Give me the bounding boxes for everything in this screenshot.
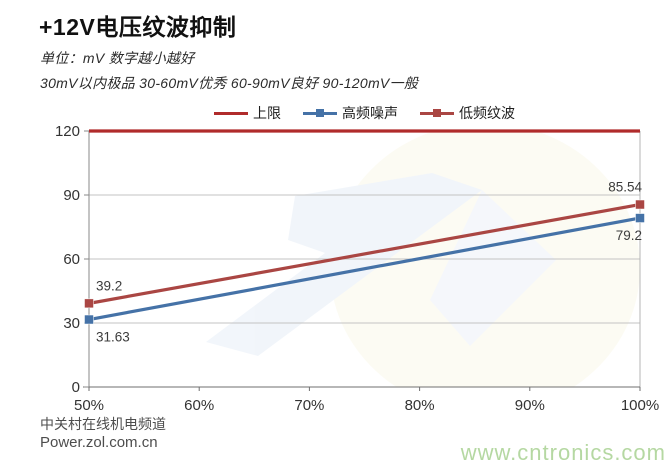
x-tick-label-80: 80% — [405, 397, 435, 414]
legend: 上限 高频噪声 低频纹波 — [89, 103, 640, 123]
series-line-1 — [88, 216, 641, 322]
site-watermark: www.cntronics.com — [460, 440, 666, 465]
data-point-marker — [84, 298, 94, 309]
data-point-label: 79.2 — [616, 228, 642, 243]
line-chart: 0 30 60 90 120 50% 60% 70% 80% 90% 100% 31.63 79.2 39… — [55, 123, 659, 414]
x-tick-label-100: 100% — [621, 397, 659, 414]
y-tick-label-60: 60 — [63, 251, 80, 268]
legend-line-icon — [214, 111, 248, 115]
legend-label: 高频噪声 — [342, 105, 398, 121]
legend-item-2: 低频纹波 — [420, 103, 515, 123]
legend-marker-icon — [316, 109, 324, 117]
y-tick-label-120: 120 — [55, 123, 80, 140]
chart-title: +12V电压纹波抑制 — [39, 14, 237, 40]
data-point-marker — [635, 213, 645, 223]
legend-item-0: 上限 — [214, 103, 281, 123]
legend-line-icon — [303, 109, 337, 117]
chart-subtitle-scale: 30mV以内极品 30-60mV优秀 60-90mV良好 90-120mV一般 — [40, 75, 419, 91]
footer-channel: 中关村在线机电频道 — [40, 416, 166, 432]
legend-label: 上限 — [253, 105, 281, 121]
data-point-label: 85.54 — [608, 180, 642, 195]
footer-site: Power.zol.com.cn — [40, 434, 158, 451]
legend-item-1: 高频噪声 — [303, 103, 398, 123]
y-tick-label-90: 90 — [63, 187, 80, 204]
chart-subtitle-unit: 单位：mV 数字越小越好 — [40, 50, 195, 66]
x-tick-label-60: 60% — [184, 397, 214, 414]
x-tick-label-50: 50% — [74, 397, 104, 414]
legend-marker-icon — [433, 109, 441, 117]
y-tick-label-30: 30 — [63, 315, 80, 332]
legend-line-icon — [420, 109, 454, 117]
zol-logo-watermark — [206, 131, 640, 387]
x-tick-label-70: 70% — [294, 397, 324, 414]
legend-label: 低频纹波 — [459, 105, 515, 121]
data-point-label: 31.63 — [96, 330, 130, 345]
data-point-marker — [84, 314, 94, 325]
chart-layer: 0 30 60 90 120 50% 60% 70% 80% 90% 100% 31.63 79.2 39… — [55, 123, 659, 414]
data-point-label: 39.2 — [96, 278, 122, 293]
data-point-marker — [635, 199, 645, 210]
y-tick-label-0: 0 — [72, 379, 80, 396]
series-line-2 — [88, 202, 641, 305]
x-tick-label-90: 90% — [515, 397, 545, 414]
